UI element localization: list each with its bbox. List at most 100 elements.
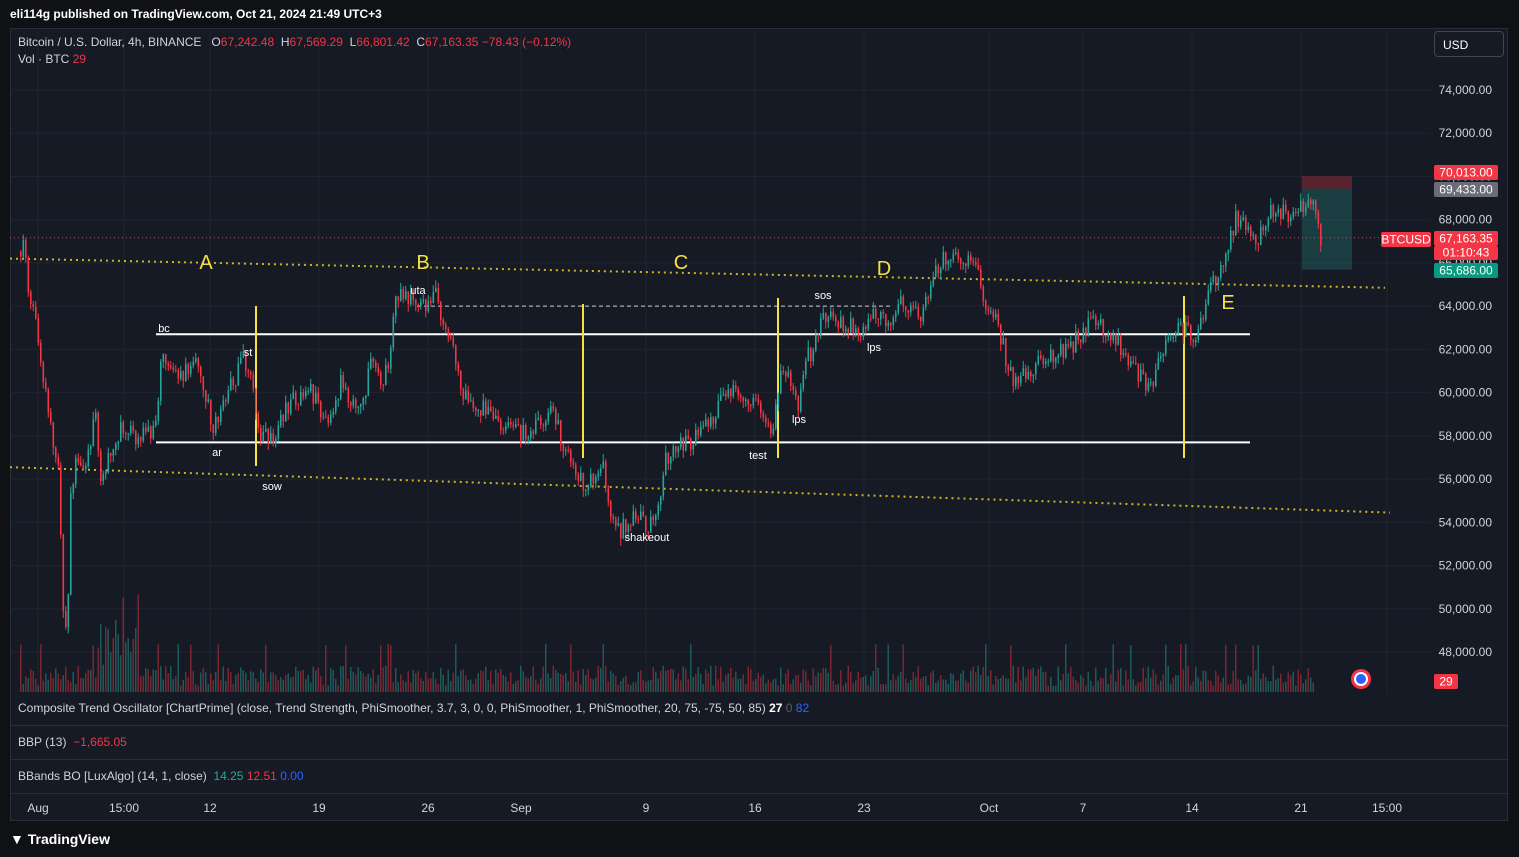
pane-divider[interactable] xyxy=(10,759,1508,760)
candle xyxy=(1075,331,1077,353)
volume-bar xyxy=(1165,644,1167,692)
candle xyxy=(900,296,902,305)
candle xyxy=(990,311,992,313)
candle xyxy=(765,417,767,423)
candle xyxy=(1007,365,1010,371)
candle xyxy=(915,307,917,309)
volume-bar xyxy=(62,675,64,692)
candle xyxy=(495,415,497,419)
entry-price-tag-bg xyxy=(1434,182,1498,197)
candle xyxy=(1217,277,1220,285)
candle xyxy=(807,347,810,362)
volume-bar xyxy=(1185,644,1187,692)
candle xyxy=(397,296,400,301)
volume-bar xyxy=(397,682,399,692)
volume-bar xyxy=(475,678,477,692)
candle xyxy=(935,265,937,278)
volume-bar xyxy=(1042,672,1044,692)
candle xyxy=(100,451,102,482)
volume-bar xyxy=(637,671,639,692)
volume-bar xyxy=(330,668,332,692)
pane-divider[interactable] xyxy=(10,793,1508,794)
candle xyxy=(920,316,922,322)
volume-bar xyxy=(297,670,299,692)
indicator-bbands-bo[interactable]: BBands BO [LuxAlgo] (14, 1, close) 14.25… xyxy=(18,769,304,783)
volume-bar xyxy=(230,672,232,692)
volume-bar xyxy=(1230,683,1232,692)
volume-bar xyxy=(1202,670,1204,692)
volume-bar xyxy=(575,681,577,692)
candle xyxy=(1105,335,1107,337)
volume-bar xyxy=(672,669,674,692)
volume-bar xyxy=(177,644,179,692)
candle xyxy=(355,399,357,408)
volume-bar xyxy=(52,678,54,692)
candle xyxy=(1127,354,1130,366)
chart-canvas[interactable]: A B C DEbcstarsowutashakeouttestlpssoslps74… xyxy=(10,28,1508,821)
x-tick-label: 9 xyxy=(643,801,650,815)
candle xyxy=(430,300,432,303)
volume-bar xyxy=(180,685,182,692)
volume-bar xyxy=(902,644,904,692)
volume-bar xyxy=(375,683,377,692)
volume-bar xyxy=(725,674,727,692)
candle xyxy=(1227,249,1230,254)
volume-bar xyxy=(92,645,94,692)
candle xyxy=(1220,265,1222,278)
volume-bar xyxy=(260,669,262,692)
volume-bar xyxy=(1220,682,1222,692)
candle xyxy=(197,358,200,367)
candle xyxy=(90,446,92,450)
candle xyxy=(712,417,715,424)
volume-bar xyxy=(1187,665,1189,692)
volume-bar xyxy=(410,683,412,692)
volume-bar xyxy=(1055,685,1057,692)
volume-bar xyxy=(1147,666,1149,692)
volume-bar xyxy=(530,676,532,692)
candle xyxy=(1290,217,1292,222)
candle xyxy=(265,428,267,432)
volume-bar xyxy=(835,684,837,692)
volume-bar xyxy=(625,675,627,692)
candle xyxy=(735,385,737,389)
candle xyxy=(590,473,592,487)
pane-divider[interactable] xyxy=(10,725,1508,726)
volume-bar xyxy=(1135,685,1137,692)
candle xyxy=(142,427,145,441)
candle xyxy=(465,390,467,400)
candle xyxy=(1255,234,1257,244)
candle xyxy=(1242,217,1245,221)
indicator-composite-trend[interactable]: Composite Trend Oscillator [ChartPrime] … xyxy=(18,701,809,715)
chart-panel[interactable] xyxy=(10,28,1508,821)
indicator-bbp[interactable]: BBP (13) −1,665.05 xyxy=(18,735,127,749)
candle xyxy=(1062,344,1065,358)
volume-label[interactable]: Vol · BTC xyxy=(18,52,70,66)
volume-bar xyxy=(550,678,552,692)
volume-bar xyxy=(222,666,224,692)
volume-bar xyxy=(362,673,364,692)
candle xyxy=(235,384,237,386)
volume-bar xyxy=(802,669,804,692)
volume-bar xyxy=(1155,674,1157,692)
symbol-name[interactable]: Bitcoin / U.S. Dollar, 4h, BINANCE xyxy=(18,35,202,49)
candle xyxy=(180,371,182,379)
tradingview-logo[interactable]: ▼ TradingView xyxy=(10,831,110,847)
volume-bar xyxy=(425,672,427,692)
volume-bar xyxy=(25,676,27,692)
volume-bar xyxy=(900,671,902,692)
volume-bar xyxy=(1002,674,1004,692)
volume-bar xyxy=(307,675,309,692)
volume-bar xyxy=(1275,679,1277,692)
volume-bar xyxy=(827,672,829,692)
volume-bar xyxy=(840,670,842,692)
event-label: shakeout xyxy=(625,532,670,544)
volume-bar xyxy=(1100,677,1102,692)
currency-button[interactable]: USD xyxy=(1434,31,1504,57)
volume-bar xyxy=(105,626,107,692)
candle xyxy=(115,443,117,450)
volume-bar xyxy=(1140,681,1142,692)
volume-bar xyxy=(965,680,967,692)
volume-bar xyxy=(650,679,652,692)
volume-bar xyxy=(1017,666,1019,692)
candle xyxy=(392,316,395,348)
